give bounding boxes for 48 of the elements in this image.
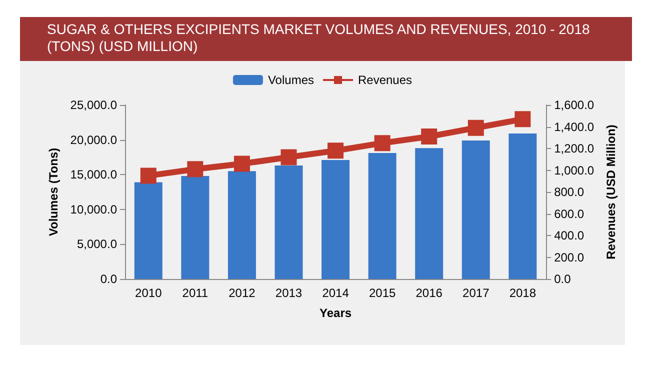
point xyxy=(421,128,438,145)
point xyxy=(468,120,484,136)
x-tick-label: 2017 xyxy=(462,286,490,300)
point xyxy=(328,142,344,159)
point xyxy=(514,111,531,128)
x-tick-label: 2018 xyxy=(509,286,536,300)
legend-label: Volumes xyxy=(268,73,314,87)
x-tick-label: 2016 xyxy=(416,286,443,300)
x-tick-label: 2011 xyxy=(182,286,208,300)
y2-tick-label: 0.0 xyxy=(554,272,572,286)
y2-tick-label: 400.0 xyxy=(554,228,584,242)
bar xyxy=(508,134,537,279)
x-tick-label: 2012 xyxy=(228,286,256,300)
y2-tick-label: 600.0 xyxy=(554,206,584,221)
y2-tick-label: 1,400.0 xyxy=(554,120,594,134)
point xyxy=(374,135,390,152)
y2-tick-label: 1,600.0 xyxy=(554,98,594,112)
x-tick-label: 2014 xyxy=(322,286,350,300)
y2-tick-label: 800.0 xyxy=(554,185,584,199)
y2-tick-label: 200.0 xyxy=(554,250,584,264)
point xyxy=(140,168,156,184)
bar xyxy=(415,148,444,279)
y-tick-label: 5,000.0 xyxy=(76,237,118,252)
bar xyxy=(462,140,490,279)
y-tick-label: 20,000.0 xyxy=(70,132,118,147)
bar xyxy=(368,153,396,279)
legend-label: Revenues xyxy=(358,73,412,87)
x-axis-title: Years xyxy=(320,306,352,320)
x-tick-label: 2010 xyxy=(135,286,162,300)
point xyxy=(234,156,250,172)
y2-tick-label: 1,200.0 xyxy=(554,142,594,156)
bar xyxy=(322,160,350,279)
bar xyxy=(134,182,162,279)
chart-title: SUGAR & OTHERS EXCIPIENTS MARKET VOLUMES AND REVENUES, 2010 - 2018 (TONS) (USD MILLION) xyxy=(20,17,632,61)
bar xyxy=(274,166,303,279)
point xyxy=(187,161,204,178)
x-tick-label: 2015 xyxy=(368,286,396,300)
y-tick-label: 15,000.0 xyxy=(70,168,118,182)
bar xyxy=(228,171,256,279)
y-tick-label: 0.0 xyxy=(100,272,118,286)
y2-axis-title: Revenues (USD Million) xyxy=(604,124,618,260)
y-tick-label: 10,000.0 xyxy=(70,202,118,216)
y2-tick-label: 1,000.0 xyxy=(554,163,594,178)
bar xyxy=(181,176,210,279)
y-axis-title: Volumes (Tons) xyxy=(46,148,60,236)
point xyxy=(280,149,297,166)
x-tick-label: 2013 xyxy=(275,286,302,300)
y-tick-label: 25,000.0 xyxy=(70,98,118,112)
